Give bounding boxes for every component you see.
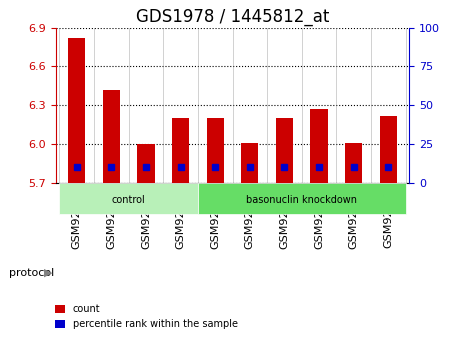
Bar: [311, 109, 328, 183]
Text: basonuclin knockdown: basonuclin knockdown: [246, 195, 357, 205]
Bar: [137, 144, 154, 183]
Bar: [206, 118, 224, 183]
Legend: count, percentile rank within the sample: count, percentile rank within the sample: [51, 300, 242, 333]
Text: control: control: [112, 195, 146, 205]
Bar: [172, 118, 189, 183]
FancyBboxPatch shape: [59, 183, 198, 214]
FancyBboxPatch shape: [198, 183, 406, 214]
Bar: [241, 143, 259, 183]
Bar: [103, 90, 120, 183]
Bar: [380, 116, 397, 183]
Bar: [276, 118, 293, 183]
Text: ▶: ▶: [44, 268, 53, 277]
Bar: [68, 38, 85, 183]
Bar: [345, 143, 362, 183]
Title: GDS1978 / 1445812_at: GDS1978 / 1445812_at: [136, 8, 329, 26]
Text: protocol: protocol: [9, 268, 54, 277]
